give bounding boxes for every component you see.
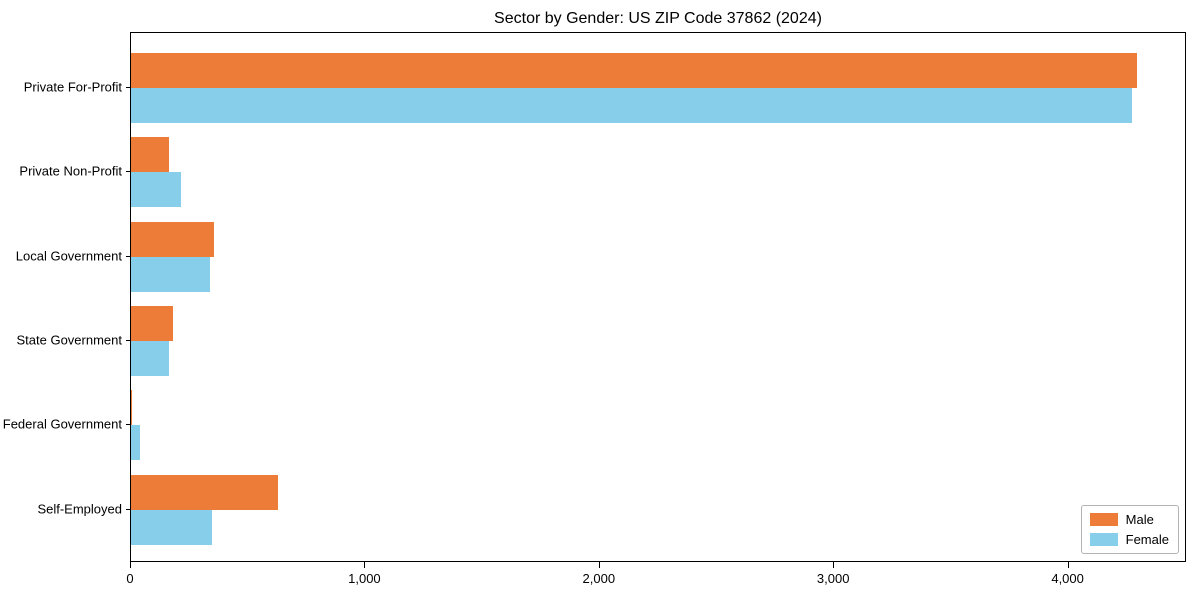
y-tick-label-federal-government: Federal Government	[2, 416, 122, 432]
y-tick-mark	[126, 255, 130, 257]
x-tick-mark	[598, 562, 600, 568]
x-tick-label: 4,000	[1051, 571, 1084, 586]
legend-swatch-male	[1089, 513, 1118, 526]
bar-male-private-for-profit	[131, 53, 1137, 88]
y-tick-mark	[126, 87, 130, 88]
legend-label-male: Male	[1125, 512, 1154, 527]
bar-male-private-non-profit	[131, 137, 169, 173]
chart-title: Sector by Gender: US ZIP Code 37862 (202…	[494, 10, 822, 27]
bar-male-self-employed	[131, 474, 278, 510]
bar-female-federal-government	[131, 425, 141, 461]
legend-item-male: Male	[1089, 512, 1169, 527]
y-tick-mark	[126, 424, 130, 426]
bar-female-private-non-profit	[131, 172, 182, 208]
x-tick-label: 1,000	[348, 571, 381, 586]
x-tick-mark	[364, 562, 366, 568]
y-tick-mark	[126, 508, 130, 510]
x-tick-mark	[833, 562, 835, 568]
legend: Male Female	[1080, 505, 1179, 554]
bar-male-state-government	[131, 305, 174, 341]
x-tick-label: 2,000	[582, 571, 616, 586]
plot-area: Male Female	[130, 32, 1186, 562]
y-tick-label-private-non-profit: Private Non-Profit	[19, 163, 122, 179]
bar-female-private-for-profit	[131, 88, 1132, 123]
x-tick-label: 0	[126, 571, 134, 586]
legend-swatch-female	[1089, 533, 1118, 546]
bar-female-self-employed	[131, 509, 212, 545]
y-tick-label-private-for-profit: Private For-Profit	[23, 79, 122, 95]
bar-male-local-government	[131, 221, 215, 257]
x-tick-mark	[130, 562, 131, 568]
y-tick-mark	[126, 339, 130, 341]
bar-female-local-government	[131, 256, 210, 292]
bar-female-state-government	[131, 340, 169, 376]
y-tick-label-self-employed: Self-Employed	[37, 501, 122, 516]
legend-label-female: Female	[1125, 532, 1169, 547]
y-tick-label-local-government: Local Government	[15, 248, 122, 264]
legend-item-female: Female	[1089, 532, 1169, 547]
x-tick-mark	[1067, 562, 1069, 568]
x-tick-label: 3,000	[816, 571, 850, 586]
bar-male-federal-government	[131, 390, 133, 426]
y-tick-label-state-government: State Government	[16, 332, 123, 348]
y-tick-mark	[126, 171, 130, 173]
